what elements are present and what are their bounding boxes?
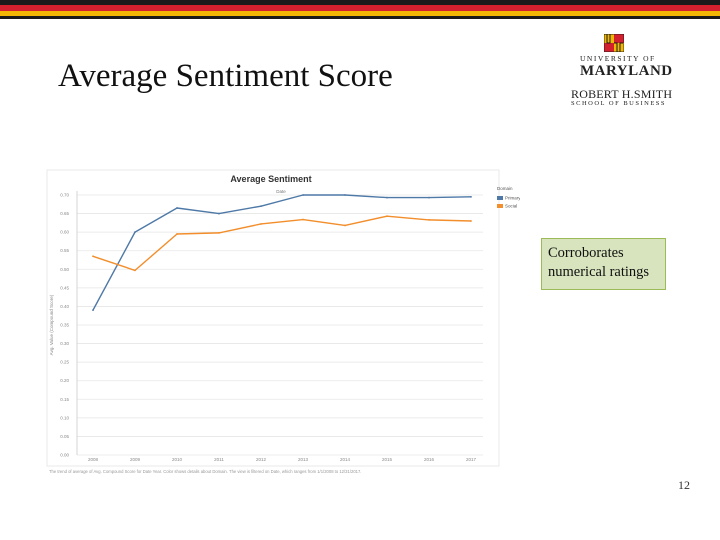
y-tick-label: 0.60 — [60, 230, 69, 235]
maryland-flag-icon — [604, 34, 624, 52]
data-point-primary — [92, 309, 94, 312]
callout-box: Corroborates numerical ratings — [541, 238, 666, 290]
legend-label: Social — [505, 204, 517, 209]
y-tick-label: 0.40 — [60, 304, 69, 309]
data-point-primary — [260, 205, 262, 208]
y-axis-label: Avg. Value (Compound Score) — [49, 294, 54, 355]
y-tick-label: 0.15 — [60, 397, 69, 402]
y-tick-label: 0.00 — [60, 453, 69, 458]
y-tick-label: 0.65 — [60, 211, 69, 216]
data-point-primary — [428, 196, 430, 199]
data-point-social — [260, 223, 262, 225]
y-tick-label: 0.50 — [60, 267, 69, 272]
header-band-black-lower — [0, 16, 720, 19]
x-tick-label: 2014 — [340, 457, 351, 462]
legend-swatch-primary — [497, 196, 503, 200]
x-tick-label: 2009 — [130, 457, 141, 462]
data-point-social — [92, 255, 94, 258]
x-tick-label: 2011 — [214, 457, 224, 462]
data-point-primary — [344, 194, 346, 196]
header-band-black — [0, 0, 720, 5]
y-tick-label: 0.25 — [60, 360, 69, 365]
page-number: 12 — [678, 478, 690, 492]
y-tick-label: 0.20 — [60, 378, 69, 383]
slide-title: Average Sentiment Score — [58, 58, 393, 94]
data-point-primary — [176, 207, 178, 209]
x-tick-label: 2013 — [298, 457, 309, 462]
data-point-primary — [134, 231, 136, 234]
chart-svg: Average Sentiment Date 0.00 0.05 0.10 0.15 0.2… — [46, 169, 520, 474]
x-tick-label: 2010 — [172, 457, 183, 462]
series-line-social — [92, 215, 472, 272]
logo-university-of: UNIVERSITY OF — [580, 54, 656, 63]
chart-footnote: The trend of average of Avg. Compound Sc… — [49, 469, 361, 474]
data-point-social — [176, 233, 178, 235]
legend-title: Domain — [497, 186, 513, 191]
x-tick-label: 2008 — [88, 457, 99, 462]
chart-frame — [46, 169, 500, 467]
header-band-red — [0, 5, 720, 11]
data-point-social — [428, 218, 430, 221]
data-point-primary — [470, 195, 472, 198]
data-point-social — [386, 215, 388, 218]
legend-swatch-social — [497, 204, 503, 208]
data-point-social — [302, 218, 304, 221]
x-tick-label: 2015 — [382, 457, 393, 462]
chart-subtitle: Date — [276, 189, 286, 194]
data-point-social — [134, 269, 136, 272]
header-band-gold — [0, 11, 720, 16]
data-point-primary — [386, 196, 388, 199]
university-logo: UNIVERSITY OF MARYLAND ROBERT H.SMITH SC… — [566, 34, 676, 110]
y-tick-label: 0.05 — [60, 434, 69, 439]
sentiment-chart: Average Sentiment Date 0.00 0.05 0.10 0.15 0.2… — [45, 168, 520, 483]
y-tick-label: 0.45 — [60, 285, 69, 290]
logo-school-of-business: SCHOOL OF BUSINESS — [571, 100, 667, 107]
x-tick-label: 2012 — [256, 457, 267, 462]
y-tick-label: 0.35 — [60, 323, 69, 328]
data-point-social — [218, 231, 220, 234]
legend-label: Primary — [505, 196, 520, 201]
data-point-social — [470, 220, 472, 222]
series-line-primary — [92, 194, 472, 311]
y-tick-label: 0.55 — [60, 248, 69, 253]
logo-maryland: MARYLAND — [580, 63, 673, 79]
x-tick-label: 2016 — [424, 457, 435, 462]
x-tick-label: 2017 — [466, 457, 477, 462]
data-point-primary — [302, 194, 304, 196]
logo-robert-h-smith: ROBERT H.SMITH — [571, 87, 673, 101]
y-tick-label: 0.30 — [60, 341, 69, 346]
y-tick-label: 0.70 — [60, 193, 69, 198]
data-point-primary — [218, 212, 220, 215]
chart-title: Average Sentiment — [230, 174, 311, 184]
data-point-social — [344, 224, 346, 227]
y-tick-label: 0.10 — [60, 415, 69, 420]
